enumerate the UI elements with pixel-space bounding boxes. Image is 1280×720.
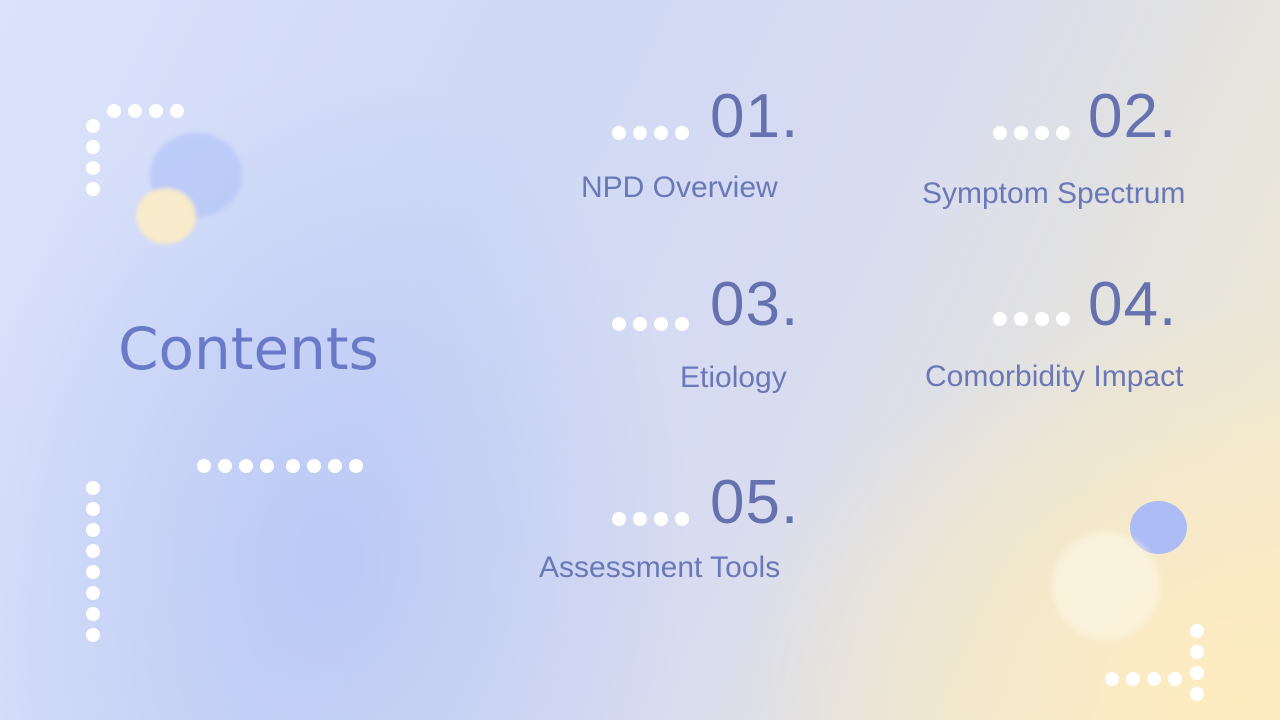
yellow-circle-decoration (136, 188, 196, 244)
item-label: Etiology (680, 361, 787, 394)
item-number: 02. (1088, 82, 1178, 151)
item-number: 01. (710, 82, 800, 151)
item-number: 05. (710, 468, 800, 537)
item-label: Comorbidity Impact (925, 360, 1184, 393)
item-label: Symptom Spectrum (922, 177, 1186, 210)
light-circle-decoration-right (1052, 532, 1160, 640)
page-title: Contents (118, 315, 379, 383)
item-number: 04. (1088, 270, 1178, 339)
item-number: 03. (710, 270, 800, 339)
item-label: Assessment Tools (539, 551, 781, 584)
item-label: NPD Overview (581, 171, 778, 204)
